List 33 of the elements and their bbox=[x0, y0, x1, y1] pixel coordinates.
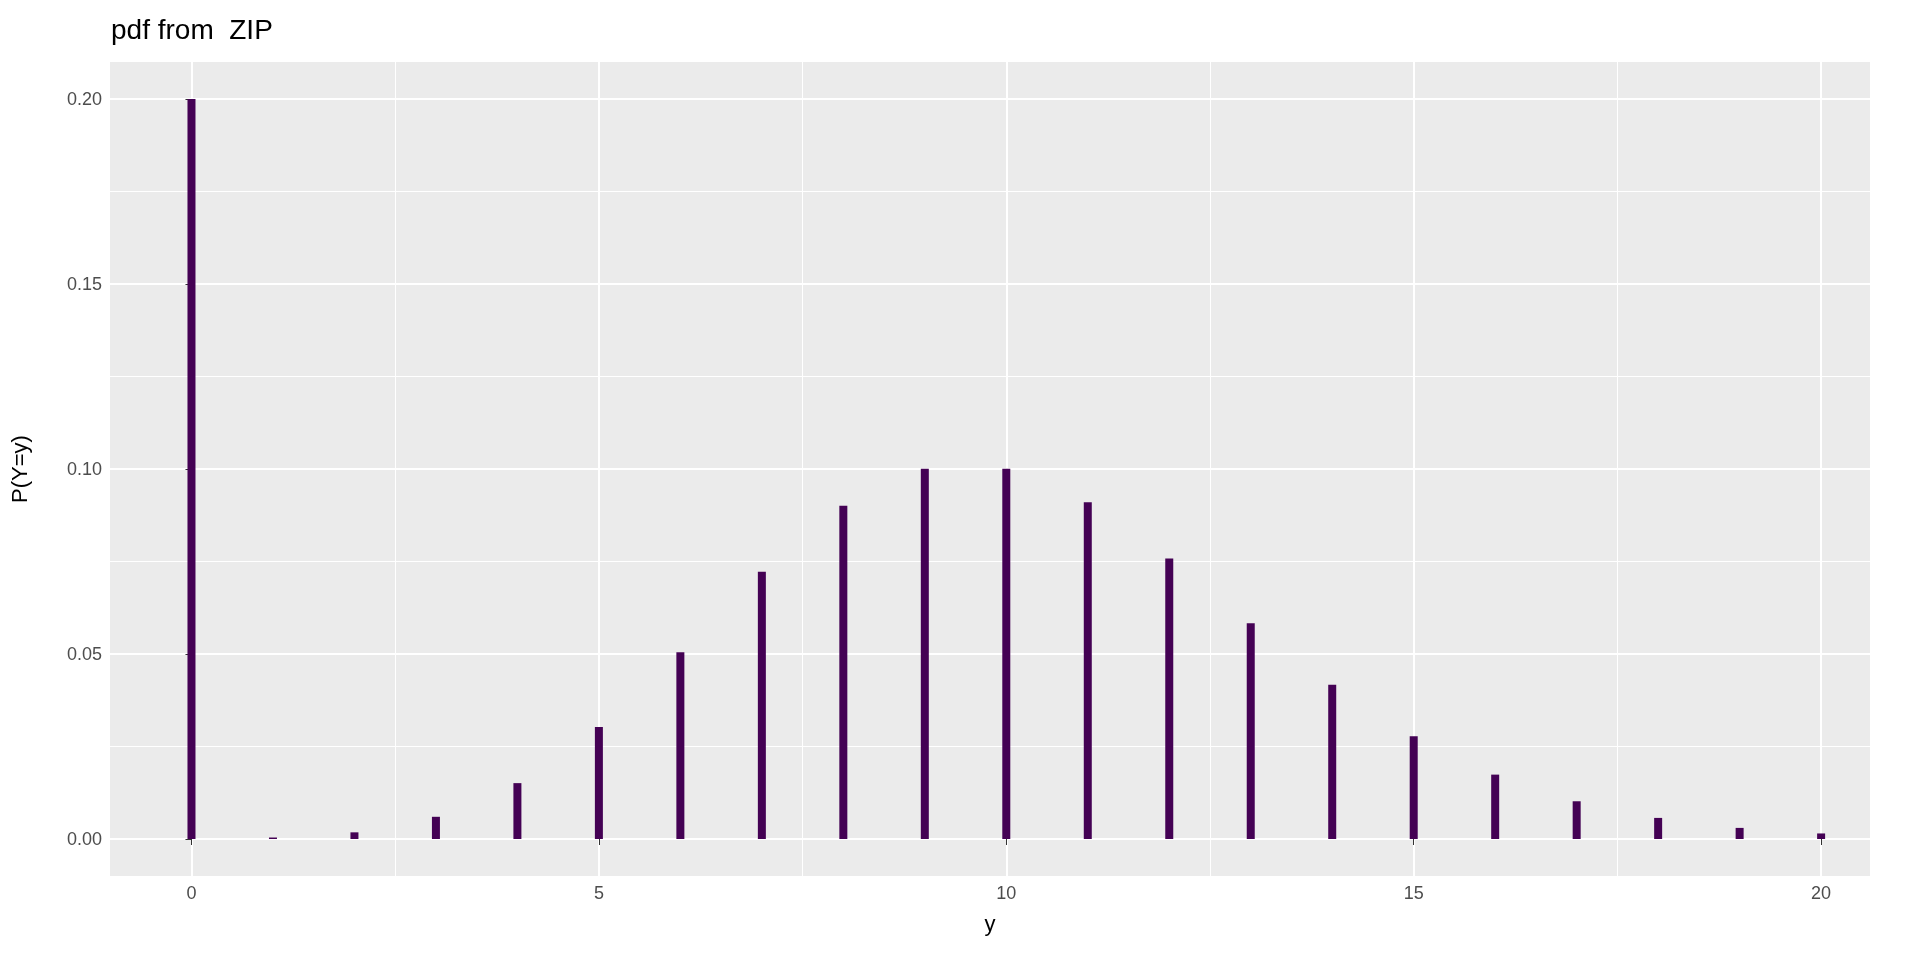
y-tick-label: 0.20 bbox=[66, 89, 102, 109]
bar bbox=[187, 99, 196, 839]
x-tick-label: 0 bbox=[186, 883, 197, 903]
bar bbox=[1083, 502, 1092, 839]
bar bbox=[350, 832, 359, 839]
y-tick-label: 0.15 bbox=[66, 274, 102, 294]
bar bbox=[839, 505, 848, 839]
x-tick-label: 15 bbox=[1403, 883, 1424, 903]
bar bbox=[594, 726, 603, 839]
bar bbox=[1654, 817, 1663, 839]
bar bbox=[513, 783, 522, 839]
bar bbox=[1246, 623, 1255, 839]
x-tick-label: 10 bbox=[996, 883, 1017, 903]
y-axis-title: P(Y=y) bbox=[6, 435, 32, 503]
x-tick-label: 5 bbox=[593, 883, 604, 903]
y-tick-label: 0.05 bbox=[66, 644, 102, 664]
bar bbox=[1735, 827, 1744, 839]
bar bbox=[757, 571, 766, 839]
bar bbox=[1002, 468, 1011, 839]
y-tick-label: 0.10 bbox=[66, 459, 102, 479]
bar bbox=[1572, 801, 1581, 839]
chart-title: pdf from ZIP bbox=[111, 13, 273, 45]
bar bbox=[1491, 774, 1500, 839]
bar bbox=[1409, 736, 1418, 839]
bar bbox=[920, 468, 929, 839]
bar bbox=[1817, 833, 1826, 839]
bar bbox=[1328, 684, 1337, 839]
bar bbox=[431, 816, 440, 839]
x-tick-label: 20 bbox=[1811, 883, 1832, 903]
bar bbox=[676, 652, 685, 839]
y-tick-label: 0.00 bbox=[66, 829, 102, 849]
bar bbox=[1165, 558, 1174, 839]
x-axis-title: y bbox=[984, 910, 996, 936]
